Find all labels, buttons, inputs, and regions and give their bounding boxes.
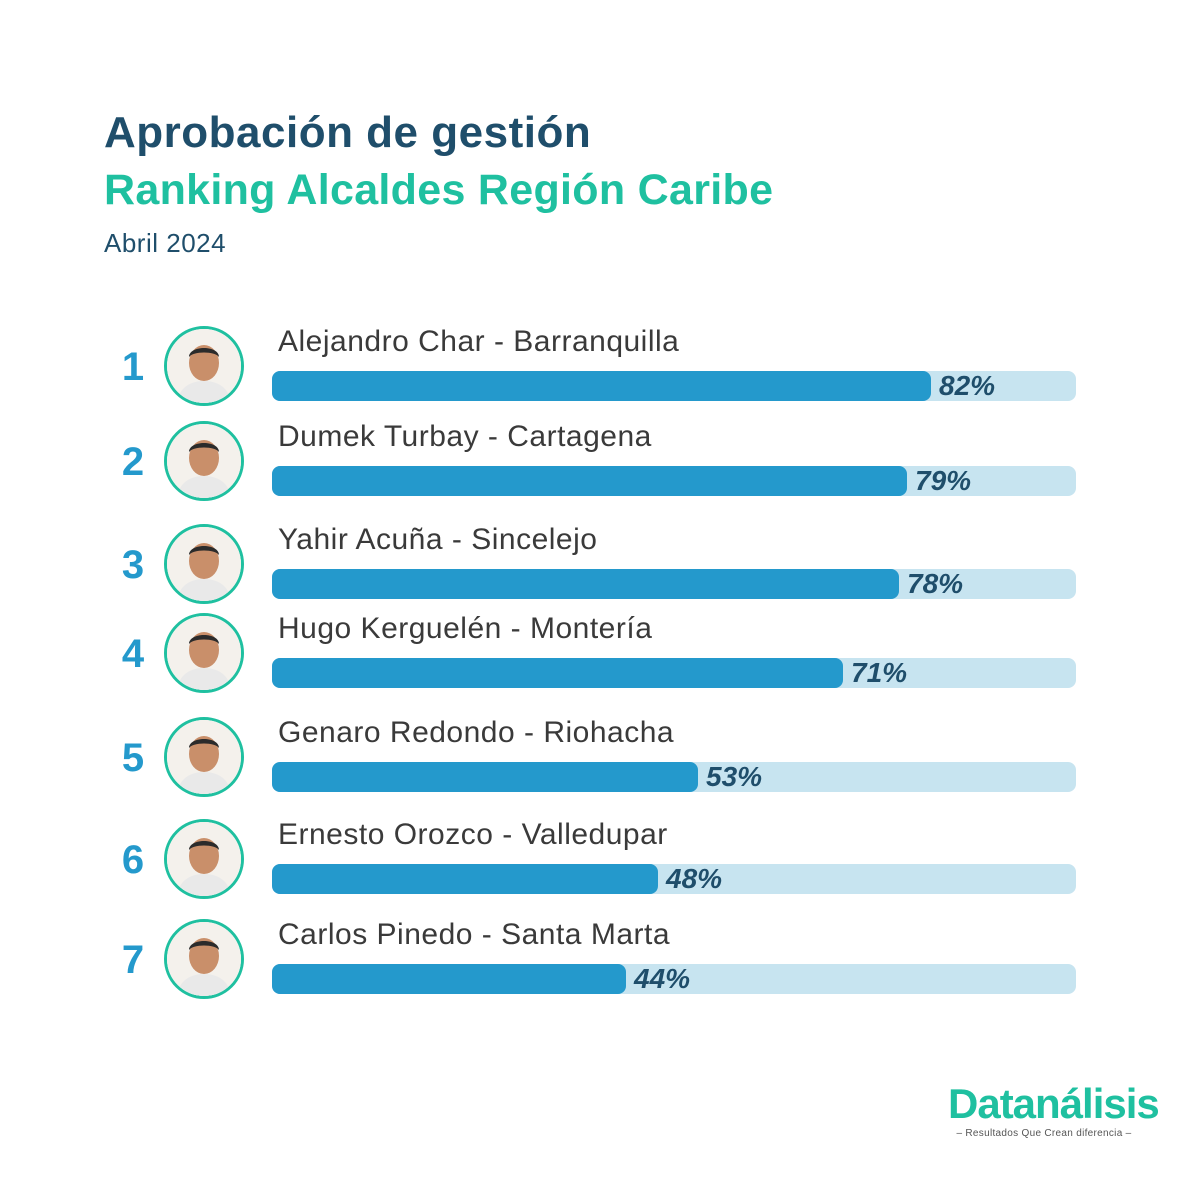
person-portrait-icon [164, 919, 244, 999]
bar-label: Ernesto Orozco - Valledupar [278, 818, 668, 851]
rank-number: 6 [121, 838, 145, 882]
chart-subtitle: Ranking Alcaldes Región Caribe [104, 166, 773, 215]
bar-track: 79% [272, 465, 1076, 496]
bar-value-label: 78% [907, 568, 964, 599]
rank-number: 7 [121, 938, 145, 982]
ranking-row: 3 Yahir Acuña - Sincelejo 78% [0, 523, 1200, 613]
bar-value-label: 53% [706, 761, 763, 792]
bar [272, 864, 658, 894]
brand-logo: Datanálisis – Resultados Que Crean difer… [948, 1080, 1160, 1140]
bar [272, 466, 907, 496]
rank-number: 1 [121, 345, 145, 389]
rank-number: 3 [121, 543, 145, 587]
bar-track: 78% [272, 568, 1076, 599]
logo-tagline: – Resultados Que Crean diferencia – [956, 1128, 1132, 1139]
bar [272, 964, 626, 994]
bar-label: Hugo Kerguelén - Montería [278, 612, 653, 645]
ranking-row: 6 Ernesto Orozco - Valledupar 48% [0, 818, 1200, 908]
person-portrait-icon [164, 717, 244, 797]
ranking-row: 1 Alejandro Char - Barranquilla 82% [0, 325, 1200, 415]
rank-number: 4 [121, 632, 145, 676]
bar-value-label: 44% [634, 963, 691, 994]
person-portrait-icon [164, 421, 244, 501]
bar [272, 371, 931, 401]
subtitle-bold: Alcaldes [286, 166, 466, 214]
subtitle-part-2: Región Caribe [465, 166, 774, 214]
ranking-row: 2 Dumek Turbay - Cartagena 79% [0, 420, 1200, 510]
bar-track: 44% [272, 963, 1076, 994]
bar-label: Alejandro Char - Barranquilla [278, 325, 680, 358]
bar-label: Yahir Acuña - Sincelejo [278, 523, 598, 556]
chart-title: Aprobación de gestión [104, 108, 592, 157]
subtitle-part-1: Ranking [104, 166, 287, 214]
logo-name: Datanálisis [948, 1080, 1160, 1127]
bar-track: 53% [272, 761, 1076, 792]
person-portrait-icon [164, 613, 244, 693]
person-portrait-icon [164, 524, 244, 604]
bar-label: Genaro Redondo - Riohacha [278, 716, 675, 749]
bar [272, 569, 899, 599]
bar-value-label: 71% [851, 657, 908, 688]
bar-value-label: 82% [939, 370, 996, 401]
bar-track: 48% [272, 863, 1076, 894]
bar-value-label: 48% [666, 863, 723, 894]
bar-track: 82% [272, 370, 1076, 401]
bar-track: 71% [272, 657, 1076, 688]
person-portrait-icon [164, 326, 244, 406]
ranking-row: 4 Hugo Kerguelén - Montería 71% [0, 612, 1200, 702]
chart-date: Abril 2024 [104, 228, 227, 258]
ranking-row: 5 Genaro Redondo - Riohacha 53% [0, 716, 1200, 806]
rank-number: 5 [121, 736, 145, 780]
bar-label: Carlos Pinedo - Santa Marta [278, 918, 671, 951]
ranking-row: 7 Carlos Pinedo - Santa Marta 44% [0, 918, 1200, 1008]
person-portrait-icon [164, 819, 244, 899]
rank-number: 2 [121, 440, 145, 484]
bar [272, 762, 698, 792]
bar-label: Dumek Turbay - Cartagena [278, 420, 652, 453]
bar-value-label: 79% [915, 465, 972, 496]
bar [272, 658, 843, 688]
